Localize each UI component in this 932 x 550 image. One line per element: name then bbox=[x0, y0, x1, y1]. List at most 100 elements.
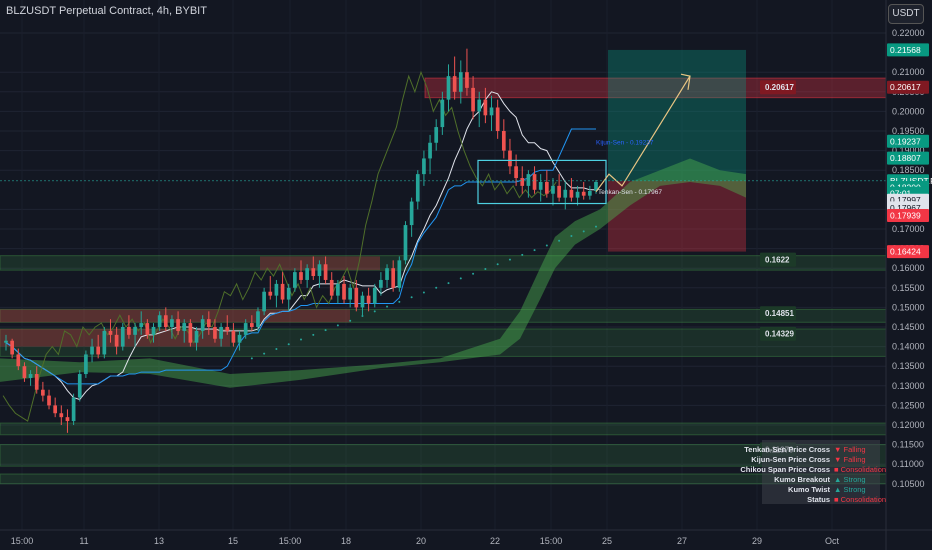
candle-body bbox=[213, 327, 217, 339]
price-tick-label: 0.19000 bbox=[892, 146, 925, 156]
candle-body bbox=[471, 87, 475, 112]
price-tick-label: 0.14500 bbox=[892, 322, 925, 332]
currency-button[interactable]: USDT bbox=[888, 4, 924, 24]
candle-body bbox=[452, 76, 457, 92]
candle-body bbox=[102, 330, 107, 355]
axis-price-text: 0.21568 bbox=[890, 45, 921, 55]
signal-row: Kumo Twist ▲ Strong bbox=[762, 484, 880, 495]
candle-body bbox=[311, 268, 316, 277]
axis-price-text: 0.17967 bbox=[890, 203, 921, 213]
candle-body bbox=[366, 295, 371, 304]
axis-price-badge bbox=[887, 80, 929, 94]
candle-body bbox=[10, 340, 14, 355]
dotted-line-point bbox=[336, 324, 339, 327]
candle-body bbox=[299, 272, 303, 280]
candle-body bbox=[520, 178, 525, 186]
dotted-line-point bbox=[349, 319, 352, 322]
projection-arrow-head bbox=[680, 73, 691, 90]
dotted-line-point bbox=[324, 329, 327, 332]
kijun-sen-label: Kijun-Sen - 0.19237 bbox=[596, 140, 654, 147]
price-tick-label: 0.13000 bbox=[892, 381, 925, 391]
signal-label: Kijun-Sen Price Cross bbox=[751, 455, 830, 464]
candle-body bbox=[483, 99, 488, 116]
dotted-line-point bbox=[545, 244, 548, 247]
candle-body bbox=[391, 268, 396, 288]
dotted-line-point bbox=[300, 338, 302, 341]
price-tick-label: 0.17000 bbox=[892, 224, 925, 234]
time-tick-label: 25 bbox=[602, 536, 612, 546]
candle-body bbox=[127, 327, 131, 335]
dotted-line-point bbox=[435, 286, 438, 289]
candle-body bbox=[268, 291, 273, 296]
dotted-line-point bbox=[595, 225, 597, 228]
axis-price-badge bbox=[887, 43, 929, 57]
candle-body bbox=[71, 397, 76, 422]
symbol-title[interactable]: BLZUSDT Perpetual Contract, 4h, BYBIT bbox=[6, 5, 207, 17]
candle-body bbox=[508, 150, 512, 167]
price-tick-label: 0.12500 bbox=[892, 400, 925, 410]
candle-body bbox=[575, 191, 580, 198]
tenkan-sen-label: Tenkan-Sen - 0.17967 bbox=[598, 189, 662, 196]
candle-body bbox=[458, 72, 463, 92]
candle-body bbox=[84, 354, 88, 375]
long-position-tool[interactable] bbox=[608, 49, 746, 252]
candle-body bbox=[563, 189, 568, 198]
zone-label-bg bbox=[760, 326, 796, 341]
candle-body bbox=[385, 268, 389, 280]
signal-label: Status bbox=[807, 495, 830, 504]
candle-body bbox=[114, 334, 119, 347]
candle-body bbox=[514, 166, 518, 179]
candle-body bbox=[133, 327, 137, 335]
candle-body bbox=[581, 191, 586, 196]
candle-body bbox=[163, 315, 168, 327]
price-tick-label: 0.22000 bbox=[892, 28, 925, 38]
zone-price-label: 0.14329 bbox=[765, 330, 794, 339]
candle-body bbox=[206, 319, 211, 327]
candle-body bbox=[176, 319, 180, 331]
signal-label: Kumo Twist bbox=[788, 485, 830, 494]
dotted-line-point bbox=[558, 239, 561, 242]
candle-body bbox=[538, 181, 543, 190]
price-tick-label: 0.15000 bbox=[892, 302, 925, 312]
candle-body bbox=[495, 107, 500, 131]
signal-value: ■ Consolidation bbox=[834, 495, 887, 504]
kumo-left bbox=[0, 358, 230, 388]
time-axis: 15:00 11 13 15 15:00 18 20 22 15:00 25 27 29 Oct bbox=[0, 529, 932, 546]
price-tick-label: 0.11500 bbox=[892, 440, 924, 450]
dotted-line-point bbox=[447, 282, 450, 285]
price-tick-label: 0.12000 bbox=[892, 420, 925, 430]
price-tick-label: 0.21000 bbox=[892, 67, 925, 77]
stop-area bbox=[608, 180, 746, 252]
candle-body bbox=[526, 174, 531, 186]
signal-row: Kumo Breakout ▲ Strong bbox=[762, 474, 880, 485]
axis-price-text: BLZUSDT.P bbox=[890, 176, 932, 186]
candle-body bbox=[329, 279, 334, 296]
candle-body bbox=[145, 323, 150, 335]
dotted-line-point bbox=[422, 291, 425, 294]
candle-body bbox=[188, 323, 193, 343]
time-tick-label: 22 bbox=[490, 536, 500, 546]
demand-zone bbox=[0, 473, 887, 485]
candle-body bbox=[219, 327, 223, 339]
dotted-line-point bbox=[521, 253, 524, 256]
time-tick-label: Oct bbox=[825, 536, 840, 546]
candle-body bbox=[342, 283, 346, 300]
candle-body bbox=[415, 174, 420, 202]
candle-body bbox=[594, 181, 598, 191]
consolidation-box bbox=[477, 159, 607, 205]
candle-body bbox=[336, 283, 340, 296]
dotted-line-point bbox=[386, 305, 389, 308]
zone-label-bg bbox=[760, 252, 796, 267]
zone-price-label: 0.1622 bbox=[765, 256, 790, 265]
supply-zone bbox=[260, 256, 380, 271]
price-tick-label: 0.20000 bbox=[892, 106, 925, 116]
time-tick-label: 15:00 bbox=[11, 536, 34, 546]
candle-body bbox=[544, 181, 549, 194]
candle-body bbox=[372, 287, 377, 304]
candle-body bbox=[465, 72, 469, 88]
candle-body bbox=[403, 225, 408, 261]
signal-row: Chikou Span Price Cross ■ Consolidation bbox=[740, 464, 886, 475]
dotted-line-point bbox=[570, 235, 573, 238]
candle-body bbox=[446, 76, 451, 100]
